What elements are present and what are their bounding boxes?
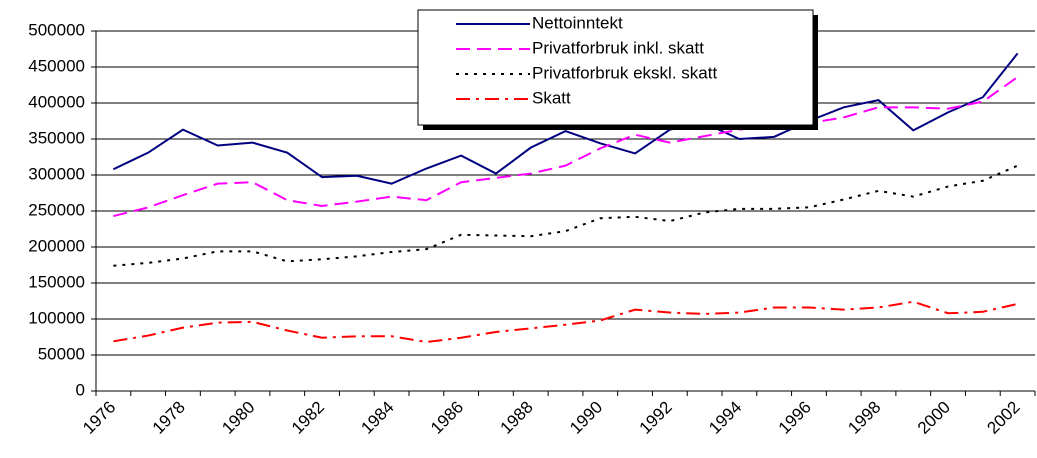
x-tick-label: 1994 [705,398,745,438]
series-line [113,164,1019,267]
y-tick-label: 50000 [38,344,85,363]
y-tick-label: 100000 [28,308,85,327]
y-tick-label: 150000 [28,272,85,291]
x-tick-label: 2002 [983,398,1023,438]
x-tick-label: 1986 [427,398,467,438]
x-tick-label: 1984 [357,398,397,438]
y-tick-label: 450000 [28,56,85,75]
series-line [113,76,1019,218]
y-tick-label: 200000 [28,236,85,255]
y-tick-label: 500000 [28,20,85,39]
y-tick-label: 300000 [28,164,85,183]
legend-label: Nettoinntekt [532,13,623,32]
x-tick-label: 1976 [79,398,119,438]
legend-label: Privatforbruk inkl. skatt [532,38,704,57]
y-tick-label: 400000 [28,92,85,111]
y-tick-label: 0 [76,380,85,399]
legend-label: Skatt [532,88,571,107]
legend-label: Privatforbruk ekskl. skatt [532,63,717,82]
x-tick-label: 2000 [914,398,954,438]
x-tick-label: 1990 [566,398,606,438]
series-line [113,300,1018,344]
x-tick-label: 1996 [775,398,815,438]
x-tick-label: 1992 [636,398,676,438]
y-tick-label: 250000 [28,200,85,219]
x-tick-label: 1998 [844,398,884,438]
y-tick-label: 350000 [28,128,85,147]
x-tick-label: 1978 [149,398,189,438]
x-tick-label: 1982 [288,398,328,438]
series-line [112,52,1019,185]
legend [417,9,814,126]
x-tick-label: 1988 [497,398,537,438]
x-tick-label: 1980 [218,398,258,438]
